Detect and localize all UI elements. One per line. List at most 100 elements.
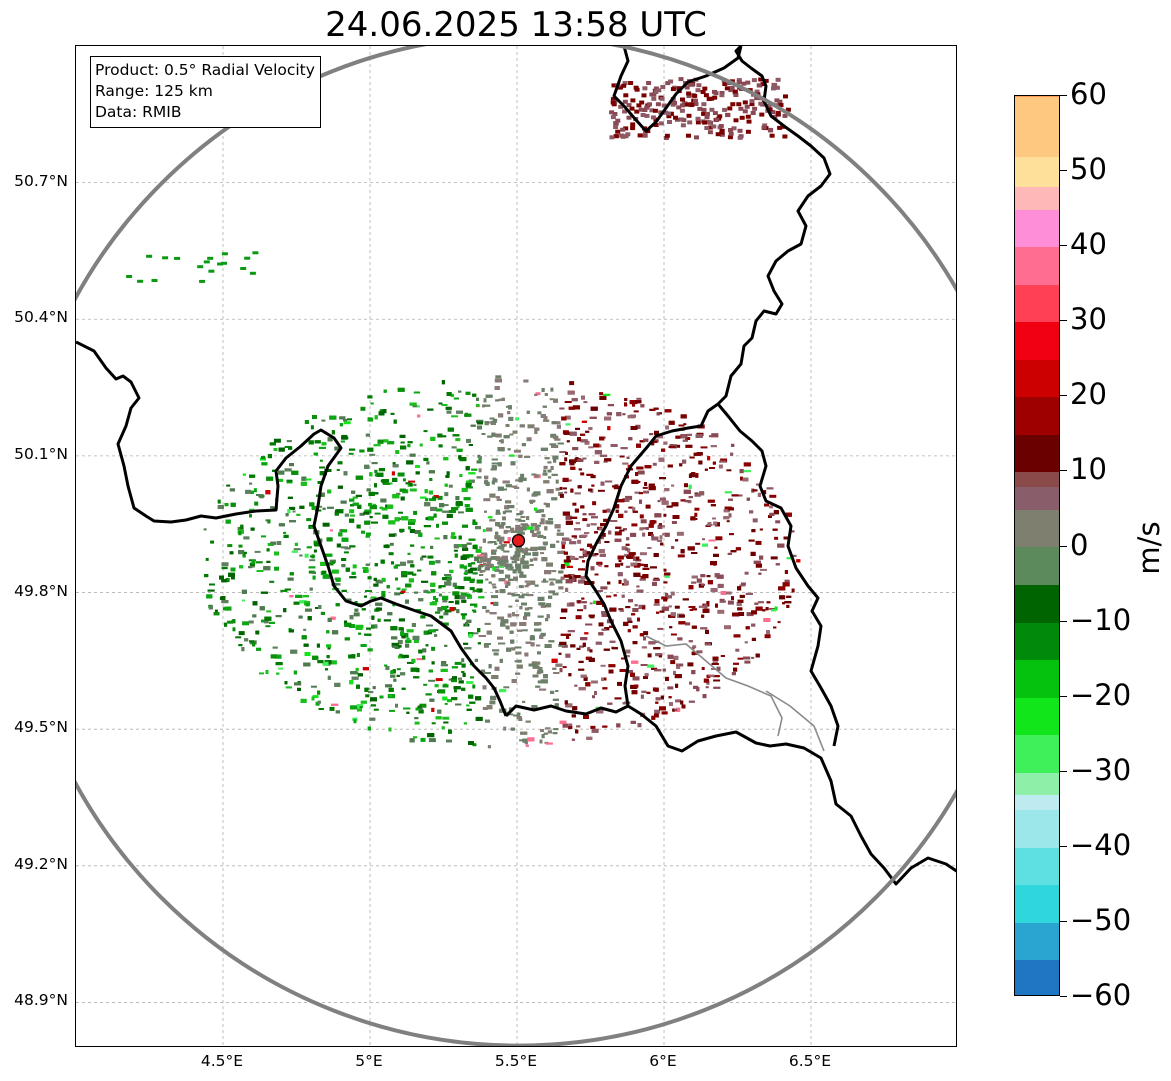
echo-cell	[253, 488, 257, 493]
echo-cell	[635, 472, 639, 476]
echo-cell	[580, 505, 585, 509]
echo-cell	[468, 694, 474, 699]
echo-cell	[503, 541, 510, 544]
echo-cell	[390, 626, 398, 631]
echo-cell	[769, 505, 774, 509]
echo-cell	[288, 629, 294, 633]
echo-cell	[548, 476, 552, 479]
echo-cell	[532, 551, 539, 554]
echo-cell	[387, 612, 393, 616]
echo-cell	[409, 529, 415, 533]
echo-cell	[594, 531, 598, 534]
echo-cell	[367, 395, 373, 399]
echo-cell	[351, 676, 359, 680]
echo-cell	[620, 447, 628, 450]
echo-cell	[289, 506, 296, 510]
echo-cell	[728, 498, 733, 501]
echo-cell	[362, 667, 369, 671]
echo-cell	[335, 603, 340, 607]
echo-cell	[735, 648, 740, 652]
echo-cell	[614, 531, 622, 536]
echo-cell	[659, 706, 666, 711]
echo-cell	[242, 473, 246, 476]
echo-cell	[637, 723, 642, 728]
echo-cell	[555, 663, 563, 667]
echo-cell	[401, 516, 409, 521]
echo-cell	[309, 559, 316, 562]
echo-cell	[582, 457, 587, 460]
echo-cell	[551, 473, 558, 476]
echo-cell	[546, 603, 552, 608]
echo-cell	[308, 570, 315, 574]
echo-cell	[341, 546, 348, 549]
echo-cell	[319, 459, 323, 462]
echo-cell	[612, 647, 618, 650]
echo-cell	[289, 463, 294, 467]
echo-cell	[550, 387, 554, 392]
echo-cell	[498, 398, 503, 401]
echo-cell	[423, 430, 428, 433]
echo-cell	[491, 675, 499, 679]
echo-cell	[681, 704, 686, 709]
echo-cell	[516, 659, 522, 663]
echo-cell	[651, 536, 659, 541]
echo-cell	[359, 512, 365, 516]
echo-cell	[746, 612, 754, 617]
echo-cell	[585, 623, 593, 626]
echo-cell	[206, 594, 213, 599]
echo-cell	[538, 509, 544, 513]
echo-cell	[326, 655, 330, 659]
echo-cell	[633, 556, 636, 561]
echo-cell	[460, 592, 467, 597]
echo-cell	[590, 680, 598, 684]
echo-cell	[580, 576, 588, 580]
echo-cell	[530, 529, 535, 533]
echo-cell	[310, 425, 314, 430]
echo-cell	[553, 435, 559, 439]
echo-cell	[392, 669, 396, 674]
echo-cell	[631, 613, 636, 616]
radar-map[interactable]: Product: 0.5° Radial Velocity Range: 125…	[75, 45, 957, 1047]
echo-cell	[577, 539, 582, 544]
echo-cell	[224, 606, 232, 611]
echo-cell	[350, 504, 354, 507]
echo-cell	[403, 707, 411, 710]
echo-cell	[565, 515, 572, 520]
echo-cell	[568, 576, 572, 579]
echo-cell	[466, 704, 470, 707]
echo-cell	[530, 523, 537, 527]
echo-cell	[709, 467, 715, 469]
echo-cell	[278, 447, 285, 452]
echo-cell	[642, 567, 650, 570]
echo-cell	[370, 704, 376, 707]
echo-cell	[533, 491, 541, 496]
echo-cell	[499, 547, 503, 550]
echo-cell	[733, 634, 741, 638]
echo-cell	[594, 460, 600, 464]
echo-cell	[636, 466, 644, 470]
echo-cell	[565, 579, 573, 584]
echo-cell	[715, 536, 723, 541]
echo-cell	[488, 664, 492, 669]
echo-cell	[339, 416, 346, 420]
echo-cell	[431, 707, 435, 712]
echo-cell	[559, 462, 566, 466]
echo-cell	[454, 661, 462, 665]
echo-cell	[387, 504, 394, 509]
echo-cell	[312, 655, 319, 660]
echo-cell	[590, 523, 597, 526]
echo-cell	[341, 564, 346, 568]
echo-cell	[269, 580, 275, 583]
echo-cell	[224, 622, 228, 627]
echo-cell	[587, 543, 592, 547]
echo-cell	[485, 481, 490, 486]
echo-cell	[639, 527, 647, 530]
echo-cell	[656, 611, 660, 614]
echo-cell	[402, 478, 406, 482]
echo-cell	[566, 565, 573, 568]
echo-cell	[366, 532, 371, 536]
echo-cell	[562, 666, 567, 669]
echo-cell	[428, 738, 436, 743]
echo-cell	[442, 599, 448, 603]
echo-cell	[349, 518, 355, 523]
